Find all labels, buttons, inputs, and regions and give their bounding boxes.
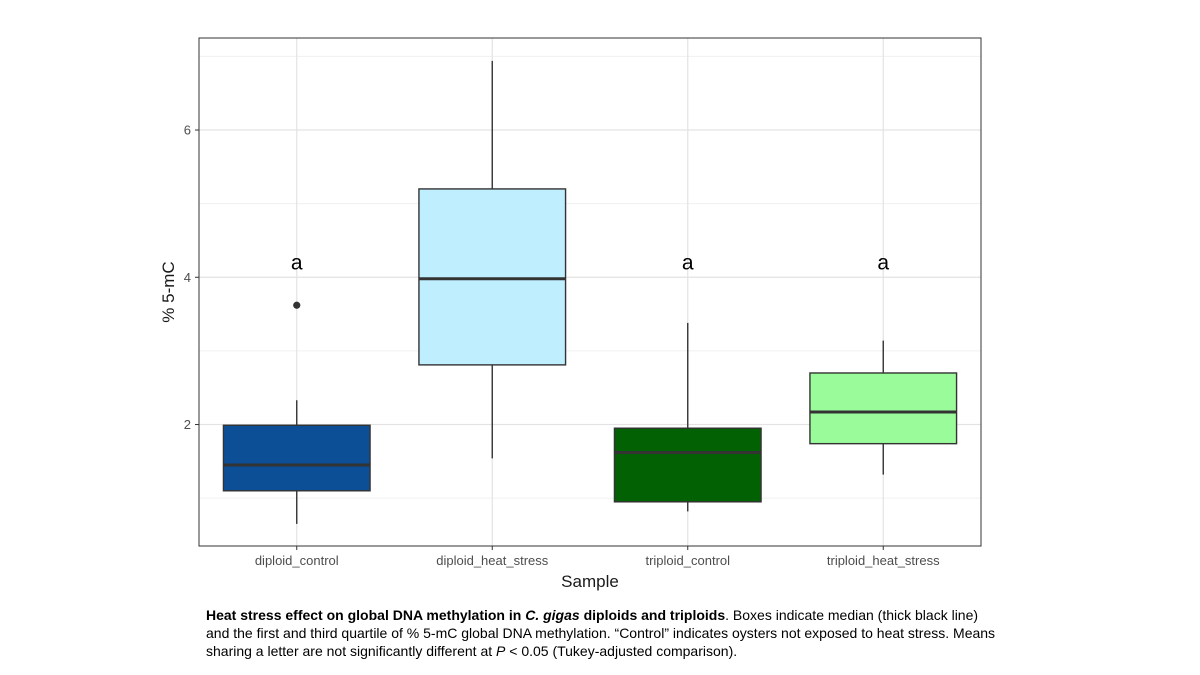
box-diploid_control: [222, 301, 371, 524]
y-tick-label: 4: [184, 270, 191, 285]
caption-title-part-2: diploids and triploids: [579, 607, 726, 623]
figure-caption: Heat stress effect on global DNA methyla…: [206, 606, 996, 660]
caption-title-part-1: Heat stress effect on global DNA methyla…: [206, 607, 526, 623]
iqr-box: [222, 424, 371, 492]
x-axis-ticks: diploid_control diploid_heat_stress triplo…: [255, 546, 940, 568]
box-triploid_control: [613, 322, 762, 512]
caption-body-1: . Boxes indicate median (thick black lin…: [206, 607, 996, 659]
y-axis-ticks: 2 4 6: [184, 123, 199, 432]
x-tick-label: diploid_control: [255, 553, 339, 568]
iqr-box: [613, 427, 762, 503]
x-axis-title: Sample: [561, 572, 619, 591]
y-tick-label: 2: [184, 417, 191, 432]
y-tick-label: 6: [184, 123, 191, 138]
iqr-box: [418, 188, 567, 366]
x-tick-label: triploid_heat_stress: [827, 553, 940, 568]
caption-body-2: < 0.05 (Tukey-adjusted comparison).: [505, 643, 738, 659]
plot-border: [198, 37, 982, 547]
significance-letter: a: [877, 252, 889, 275]
box-triploid_heat_stress: [809, 340, 958, 475]
boxplot-chart: a a a 2 4 6 diploid_control diploid_heat_stre…: [159, 37, 982, 591]
outlier-point: [293, 301, 301, 309]
significance-letter: a: [682, 252, 694, 275]
significance-letter: a: [291, 252, 303, 275]
caption-p-symbol: P: [496, 643, 506, 659]
x-tick-label: diploid_heat_stress: [436, 553, 549, 568]
x-tick-label: triploid_control: [645, 553, 730, 568]
minor-gridlines: [199, 55, 981, 499]
iqr-box: [809, 372, 958, 445]
box-diploid_heat_stress: [418, 60, 567, 459]
caption-species: C. gigas: [525, 607, 580, 623]
y-axis-title: % 5-mC: [159, 261, 178, 322]
boxes-layer: [222, 60, 958, 524]
